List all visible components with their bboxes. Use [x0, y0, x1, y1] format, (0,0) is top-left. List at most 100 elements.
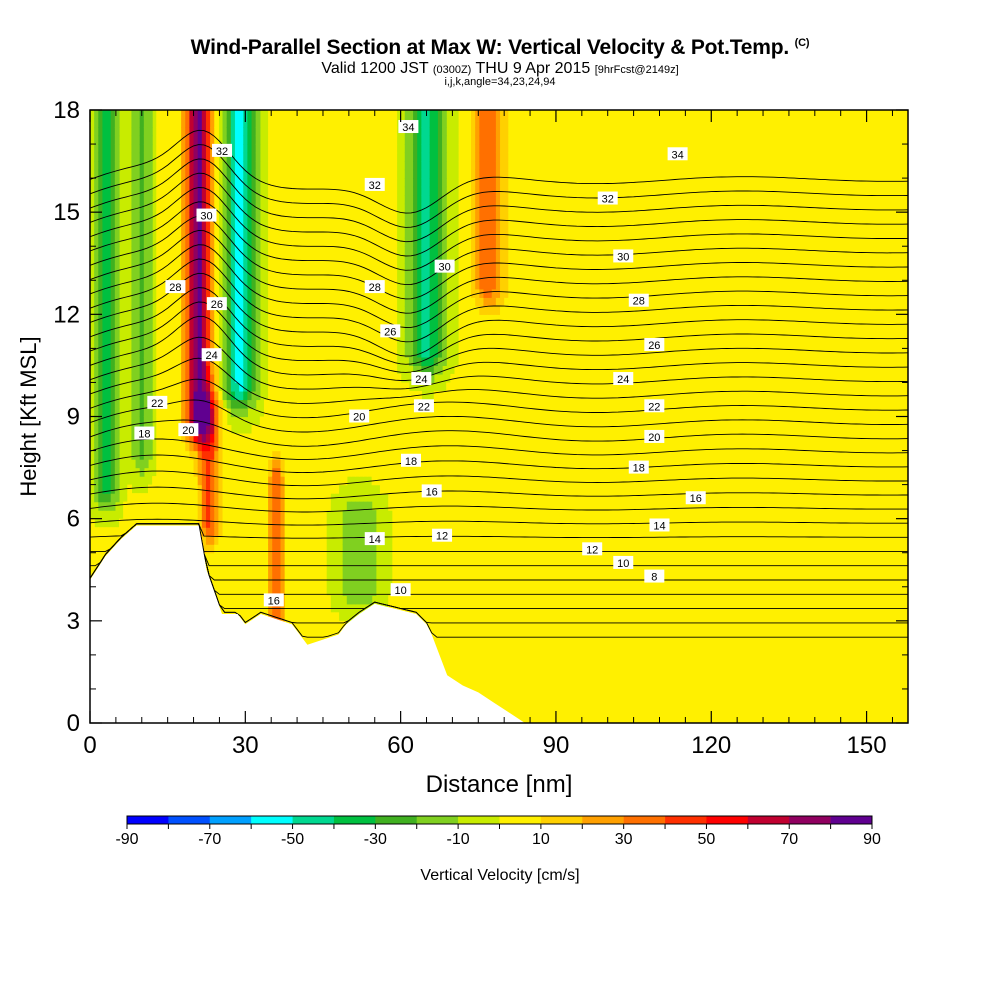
velocity-cell [185, 365, 190, 375]
velocity-cell [135, 459, 141, 469]
velocity-cell [280, 382, 286, 392]
velocity-cell [313, 348, 319, 358]
velocity-cell [272, 263, 277, 273]
velocity-cell [288, 365, 294, 375]
velocity-cell [176, 110, 182, 120]
velocity-cell [355, 442, 360, 452]
velocity-cell [292, 586, 298, 596]
velocity-cell [297, 135, 302, 145]
velocity-cell [297, 212, 302, 222]
velocity-cell [326, 246, 331, 256]
velocity-cell [239, 220, 244, 230]
velocity-cell [268, 144, 273, 154]
velocity-cell [301, 552, 306, 562]
velocity-cell [205, 450, 211, 460]
velocity-cell [313, 510, 319, 520]
velocity-cell [280, 373, 286, 384]
velocity-cell [280, 544, 286, 554]
velocity-cell [334, 135, 340, 145]
velocity-cell [272, 161, 277, 171]
velocity-cell [135, 493, 141, 503]
velocity-cell [210, 390, 215, 401]
velocity-cell [210, 416, 215, 426]
velocity-cell [94, 322, 99, 332]
velocity-cell [330, 629, 335, 639]
velocity-cell [218, 493, 224, 503]
velocity-cell [330, 178, 335, 188]
velocity-cell [297, 127, 302, 137]
velocity-cell [276, 407, 282, 418]
velocity-cell [214, 212, 219, 222]
velocity-cell [234, 510, 240, 520]
velocity-cell [342, 510, 348, 520]
velocity-cell [301, 356, 306, 367]
velocity-cell [268, 569, 273, 579]
velocity-cell [205, 382, 211, 392]
velocity-cell [355, 127, 360, 137]
velocity-cell [185, 467, 190, 477]
velocity-cell [147, 186, 153, 196]
velocity-cell [226, 552, 232, 562]
velocity-cell [94, 288, 99, 298]
velocity-cell [317, 186, 323, 196]
velocity-cell [239, 144, 244, 154]
velocity-cell [326, 416, 331, 426]
velocity-cell [350, 314, 356, 324]
velocity-cell [272, 110, 277, 120]
velocity-cell [338, 399, 344, 409]
velocity-cell [234, 476, 240, 486]
velocity-cell [326, 433, 331, 443]
velocity-cell [292, 518, 298, 528]
velocity-cell [160, 237, 166, 247]
velocity-cell [384, 263, 389, 273]
velocity-cell [110, 288, 116, 298]
velocity-cell [185, 382, 190, 392]
velocity-cell [367, 339, 373, 349]
velocity-cell [280, 220, 286, 230]
velocity-cell [210, 382, 215, 392]
velocity-cell [350, 322, 356, 332]
velocity-cell [309, 195, 315, 205]
velocity-cell [189, 152, 195, 162]
velocity-cell [201, 280, 207, 290]
velocity-cell [234, 263, 240, 273]
velocity-cell [292, 118, 298, 128]
velocity-cell [297, 195, 302, 205]
velocity-cell [288, 612, 294, 622]
velocity-cell [276, 476, 282, 486]
velocity-cell [172, 356, 178, 367]
velocity-cell [268, 518, 273, 528]
velocity-cell [384, 135, 389, 145]
velocity-cell [168, 161, 174, 171]
velocity-cell [102, 476, 108, 486]
velocity-cell [313, 442, 319, 452]
velocity-cell [255, 212, 261, 222]
velocity-cell [222, 118, 228, 128]
velocity-cell [222, 365, 228, 375]
velocity-cell [330, 339, 335, 349]
velocity-cell [230, 169, 236, 179]
velocity-cell [110, 433, 116, 443]
velocity-cell [131, 518, 137, 528]
velocity-cell [164, 484, 170, 494]
velocity-cell [280, 186, 286, 196]
velocity-cell [350, 425, 356, 435]
velocity-cell [201, 144, 207, 154]
velocity-cell [251, 493, 257, 503]
velocity-cell [321, 152, 327, 162]
velocity-cell [106, 348, 112, 358]
velocity-cell [239, 501, 244, 511]
velocity-cell [338, 229, 344, 239]
velocity-cell [263, 442, 269, 452]
velocity-cell [226, 331, 232, 341]
velocity-cell [164, 110, 170, 120]
velocity-cell [379, 484, 385, 494]
velocity-cell [222, 169, 228, 179]
velocity-cell [94, 212, 99, 222]
velocity-cell [334, 331, 340, 341]
velocity-cell [346, 271, 352, 281]
velocity-cell [321, 314, 327, 324]
velocity-cell [110, 127, 116, 137]
velocity-cell [392, 569, 398, 579]
velocity-cell [309, 314, 315, 324]
